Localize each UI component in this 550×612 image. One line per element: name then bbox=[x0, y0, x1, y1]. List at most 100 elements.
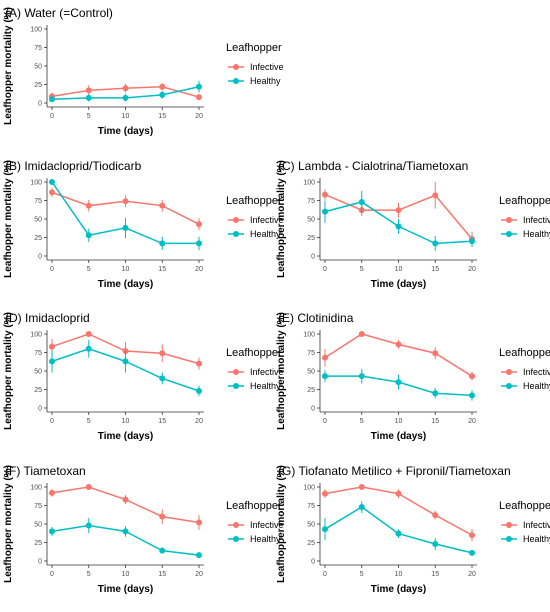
x-tick-label: 20 bbox=[195, 418, 203, 425]
panel-2: (C) Lambda - Cialotrina/Tiametoxan 0 25 50 7… bbox=[276, 159, 550, 290]
legend-title: Leafhopper bbox=[226, 347, 282, 359]
x-tick-label: 20 bbox=[195, 571, 203, 578]
y-tick-label: 100 bbox=[303, 180, 315, 187]
panel-1: (B) Imidacloprid/Tiodicarb 0 25 50 75 100 0 5 10… bbox=[3, 159, 284, 290]
x-tick-label: 5 bbox=[87, 418, 91, 425]
y-axis-label: Leafhopper mortality (%) bbox=[3, 465, 14, 583]
x-tick-label: 5 bbox=[87, 266, 91, 273]
data-point-infective bbox=[395, 207, 402, 214]
data-point-healthy bbox=[122, 94, 129, 101]
y-tick-label: 0 bbox=[38, 406, 42, 413]
data-point-infective bbox=[159, 350, 166, 357]
y-tick-label: 0 bbox=[311, 559, 315, 566]
x-tick-label: 20 bbox=[468, 571, 476, 578]
data-point-healthy bbox=[432, 390, 439, 397]
y-tick-label: 100 bbox=[30, 485, 42, 492]
y-tick-label: 50 bbox=[34, 369, 42, 376]
data-point-healthy bbox=[85, 522, 92, 529]
x-tick-label: 15 bbox=[158, 571, 166, 578]
y-tick-label: 75 bbox=[34, 198, 42, 205]
panel-title: (E) Clotinidina bbox=[278, 311, 354, 325]
panel-4: (E) Clotinidina 0 25 50 75 100 0 5 10 15 20 Time (d… bbox=[276, 311, 550, 442]
legend-label-infective: Infective bbox=[523, 215, 550, 225]
legend-title: Leafhopper bbox=[499, 347, 550, 359]
x-tick-label: 10 bbox=[395, 266, 403, 273]
data-point-healthy bbox=[469, 549, 475, 556]
data-point-healthy bbox=[159, 240, 166, 247]
x-tick-label: 0 bbox=[50, 113, 54, 120]
y-tick-label: 25 bbox=[307, 387, 315, 394]
data-point-healthy bbox=[49, 96, 55, 103]
data-point-healthy bbox=[395, 223, 402, 230]
x-tick-label: 0 bbox=[323, 266, 327, 273]
legend-key-point bbox=[506, 217, 512, 223]
x-tick-label: 20 bbox=[195, 113, 203, 120]
data-point-healthy bbox=[358, 503, 365, 510]
x-axis-label: Time (days) bbox=[371, 431, 426, 442]
data-point-infective bbox=[432, 512, 439, 519]
y-tick-label: 100 bbox=[30, 180, 42, 187]
data-point-infective bbox=[322, 191, 328, 198]
data-point-healthy bbox=[196, 387, 202, 394]
y-tick-label: 50 bbox=[307, 522, 315, 529]
data-point-infective bbox=[196, 221, 202, 228]
x-tick-label: 5 bbox=[87, 571, 91, 578]
y-tick-label: 100 bbox=[303, 332, 315, 339]
panel-title: (G) Tiofanato Metilico + Fipronil/Tiamet… bbox=[278, 464, 511, 478]
data-point-infective bbox=[159, 513, 166, 520]
y-tick-label: 50 bbox=[307, 217, 315, 224]
data-point-healthy bbox=[469, 392, 475, 399]
legend-label-infective: Infective bbox=[523, 520, 550, 530]
legend-key-point bbox=[506, 522, 512, 528]
y-axis-label: Leafhopper mortality (%) bbox=[276, 312, 287, 430]
data-point-healthy bbox=[395, 530, 402, 537]
y-tick-label: 25 bbox=[34, 387, 42, 394]
legend-key-point bbox=[233, 64, 239, 70]
y-tick-label: 50 bbox=[34, 522, 42, 529]
legend-label-infective: Infective bbox=[250, 62, 284, 72]
x-tick-label: 15 bbox=[431, 571, 439, 578]
legend-title: Leafhopper bbox=[226, 42, 282, 54]
legend-label-healthy: Healthy bbox=[250, 76, 281, 86]
x-tick-label: 0 bbox=[50, 418, 54, 425]
panel-3: (D) Imidacloprid 0 25 50 75 100 0 5 10 15 20 Time (… bbox=[3, 311, 284, 442]
panel-5: (F) Tiametoxan 0 25 50 75 100 0 5 10 15 20 Time (da… bbox=[3, 464, 284, 595]
x-axis-label: Time (days) bbox=[98, 584, 153, 595]
panel-0: (A) Water (=Control) 0 25 50 75 100 0 5 10 15 20 Ti… bbox=[3, 6, 284, 137]
legend-key-point bbox=[233, 522, 239, 528]
legend-key-point bbox=[233, 536, 239, 542]
x-tick-label: 5 bbox=[360, 418, 364, 425]
y-tick-label: 75 bbox=[307, 503, 315, 510]
legend-title: Leafhopper bbox=[226, 500, 282, 512]
data-point-healthy bbox=[322, 526, 328, 533]
legend-key-point bbox=[506, 383, 512, 389]
data-point-infective bbox=[196, 519, 202, 526]
data-point-healthy bbox=[49, 179, 55, 185]
y-tick-label: 75 bbox=[307, 198, 315, 205]
legend-key-point bbox=[233, 231, 239, 237]
y-tick-label: 25 bbox=[307, 235, 315, 242]
y-tick-label: 25 bbox=[34, 235, 42, 242]
legend-key-point bbox=[506, 369, 512, 375]
data-point-infective bbox=[85, 202, 92, 209]
legend-label-infective: Infective bbox=[250, 215, 284, 225]
data-point-healthy bbox=[159, 375, 166, 382]
panel-title: (A) Water (=Control) bbox=[5, 6, 113, 20]
y-tick-label: 100 bbox=[30, 332, 42, 339]
x-tick-label: 15 bbox=[158, 418, 166, 425]
x-axis-label: Time (days) bbox=[98, 279, 153, 290]
data-point-healthy bbox=[159, 547, 166, 554]
x-tick-label: 5 bbox=[360, 571, 364, 578]
data-point-infective bbox=[358, 484, 365, 490]
y-tick-label: 0 bbox=[38, 101, 42, 108]
panel-6: (G) Tiofanato Metilico + Fipronil/Tiamet… bbox=[276, 464, 550, 595]
x-tick-label: 10 bbox=[122, 266, 130, 273]
legend-key-point bbox=[233, 369, 239, 375]
x-tick-label: 15 bbox=[431, 266, 439, 273]
panel-title: (C) Lambda - Cialotrina/Tiametoxan bbox=[278, 159, 468, 173]
data-point-healthy bbox=[196, 83, 202, 90]
legend-key-point bbox=[233, 383, 239, 389]
legend-title: Leafhopper bbox=[499, 500, 550, 512]
x-tick-label: 10 bbox=[395, 418, 403, 425]
